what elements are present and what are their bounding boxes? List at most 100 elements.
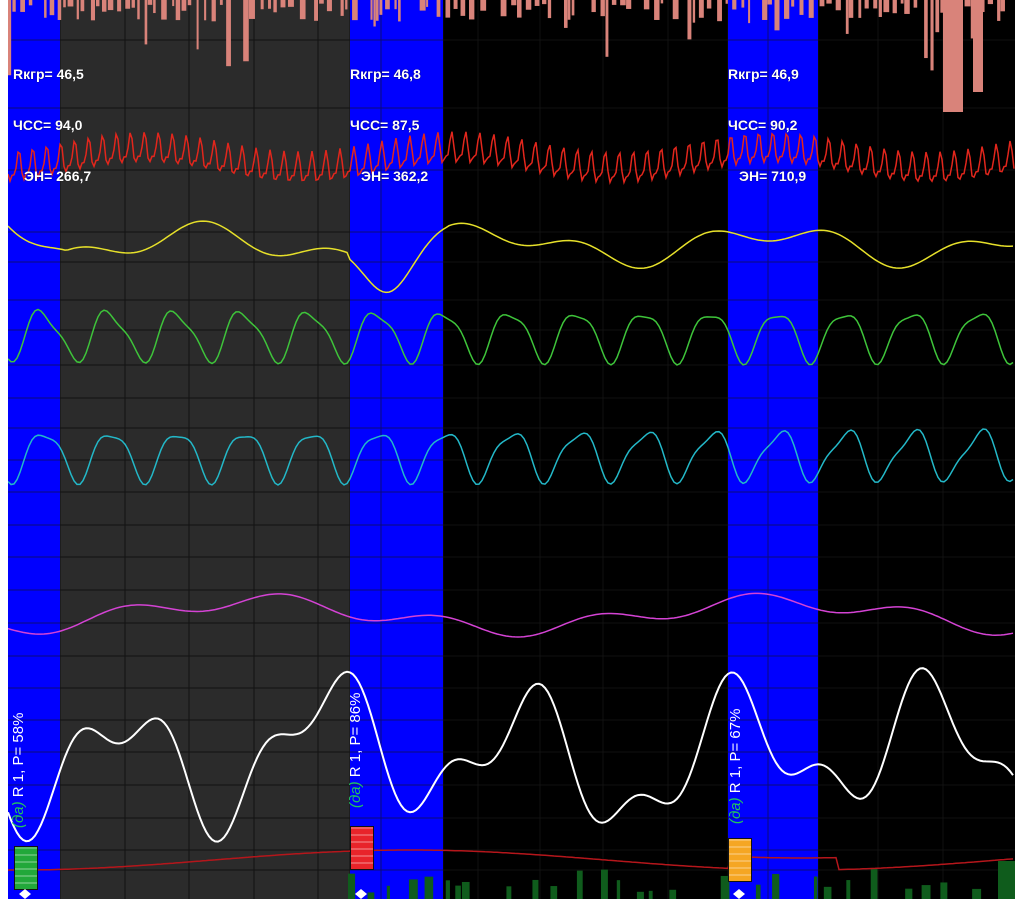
top-histogram-bar [774, 0, 780, 31]
top-histogram-bar [243, 0, 249, 62]
top-histogram-bar [883, 0, 890, 13]
top-histogram-bar [717, 0, 722, 22]
top-histogram-bar [943, 0, 963, 112]
stimulus-band-1 [8, 0, 60, 899]
top-histogram-bar [534, 0, 540, 6]
top-histogram-bar [525, 0, 532, 10]
top-histogram-bar [687, 0, 692, 40]
bottom-histogram-bar [720, 875, 730, 899]
bottom-histogram-bar [550, 886, 558, 899]
bottom-histogram-bar [669, 889, 677, 899]
top-histogram-bar [848, 0, 854, 18]
bottom-histogram-bar [998, 861, 1015, 899]
top-histogram-bar [204, 0, 207, 21]
bottom-histogram-bar [532, 879, 539, 899]
top-histogram-bar [101, 0, 107, 12]
top-histogram-bar [57, 0, 62, 20]
top-histogram-bar [542, 0, 547, 5]
top-histogram-bar [153, 0, 156, 14]
top-histogram-bar [175, 0, 181, 21]
top-histogram-bar [732, 0, 737, 10]
top-histogram-bar [44, 0, 47, 18]
response-label-3: (да) R 1, P= 67% [727, 709, 744, 824]
bottom-histogram-bar [905, 888, 913, 899]
top-histogram-bar [419, 0, 426, 11]
bottom-histogram-bar [870, 869, 878, 899]
top-histogram-bar [826, 0, 832, 4]
bottom-histogram-bar [461, 881, 470, 899]
top-histogram-bar [445, 0, 451, 18]
top-histogram-bar [211, 0, 216, 22]
top-histogram-bar [500, 0, 507, 17]
bottom-histogram-bar [424, 876, 434, 899]
top-histogram-bar [762, 0, 768, 20]
bottom-histogram-bar [576, 870, 583, 899]
top-histogram-bar [904, 0, 910, 14]
bottom-histogram-bar [813, 876, 818, 899]
top-histogram-bar [144, 0, 148, 45]
top-histogram-bar [379, 0, 383, 15]
bottom-histogram-bar [367, 892, 375, 899]
readout-en-1: ЭН= 266,7 [24, 168, 92, 184]
stimulus-marker-3[interactable] [728, 838, 752, 882]
bottom-histogram-bar [386, 885, 390, 899]
top-histogram-bar [997, 0, 1001, 21]
signal-plot-area[interactable]: Rкгр= 46,5 ЧСС= 94,0 ЭН= 266,7 Rкгр= 46,… [8, 0, 1015, 899]
top-histogram-bar [373, 0, 376, 27]
top-histogram-bar [935, 0, 940, 33]
series-line-slow-wave-5 [8, 592, 1014, 638]
top-histogram-bar [698, 0, 704, 18]
series-line-pulse-wave-3 [8, 308, 1014, 366]
top-histogram-bar [131, 0, 135, 8]
top-histogram-bar [287, 0, 294, 7]
top-histogram-bar [280, 0, 286, 8]
stimulus-marker-1[interactable] [14, 846, 38, 890]
bottom-histogram-bar [616, 880, 621, 899]
top-histogram-bar [260, 0, 264, 10]
response-label-2: (да) R 1, P= 86% [347, 693, 364, 808]
top-histogram-bar [172, 0, 175, 7]
top-histogram-bar [28, 0, 33, 6]
top-histogram-bar [345, 0, 348, 10]
top-histogram-bar [835, 0, 841, 11]
top-histogram-bar [845, 0, 849, 34]
top-histogram-bar [460, 0, 466, 16]
top-histogram-bar [314, 0, 319, 21]
marker-tip-3 [733, 889, 745, 899]
series-line-pulse-wave-4 [8, 428, 1014, 486]
bottom-histogram-bar [648, 890, 653, 899]
top-histogram-bar [147, 0, 153, 5]
stimulus-marker-2[interactable] [350, 826, 374, 870]
top-histogram-bar [873, 0, 878, 9]
bottom-histogram-bar [846, 880, 851, 899]
top-histogram-bar [468, 0, 475, 20]
series-line-slow-wave-2 [8, 220, 1014, 294]
top-histogram-bar [394, 0, 397, 10]
top-histogram-bar [741, 0, 745, 8]
bottom-histogram-bar [445, 880, 450, 899]
top-histogram-bar [248, 0, 255, 19]
top-histogram-bar [90, 0, 95, 21]
answer-yes-1: (да) [10, 801, 27, 828]
top-histogram-bar [567, 0, 571, 20]
top-histogram-bar [547, 0, 552, 19]
response-label-1: (да) R 1, P= 58% [10, 713, 27, 828]
top-histogram-bar [611, 0, 617, 5]
response-text-2: R 1, P= 86% [347, 692, 364, 778]
readout-1: Rкгр= 46,5 ЧСС= 94,0 ЭН= 266,7 [13, 32, 91, 219]
top-histogram-bar [137, 0, 140, 20]
top-histogram-bar [748, 0, 751, 24]
readout-hr-2: ЧСС= 87,5 [350, 117, 420, 133]
bottom-histogram-bar [772, 873, 780, 899]
top-histogram-bar [80, 0, 85, 12]
top-histogram-bar [426, 0, 429, 7]
top-histogram-bar [12, 0, 16, 12]
top-histogram-bar [930, 0, 934, 71]
top-histogram-bar [725, 0, 728, 4]
top-histogram-bar [643, 0, 650, 10]
top-histogram-bar [973, 0, 983, 92]
top-histogram-bar [226, 0, 231, 67]
stimulus-band-2 [350, 0, 443, 899]
top-histogram-bar [605, 0, 609, 57]
top-histogram-bar [878, 0, 882, 17]
